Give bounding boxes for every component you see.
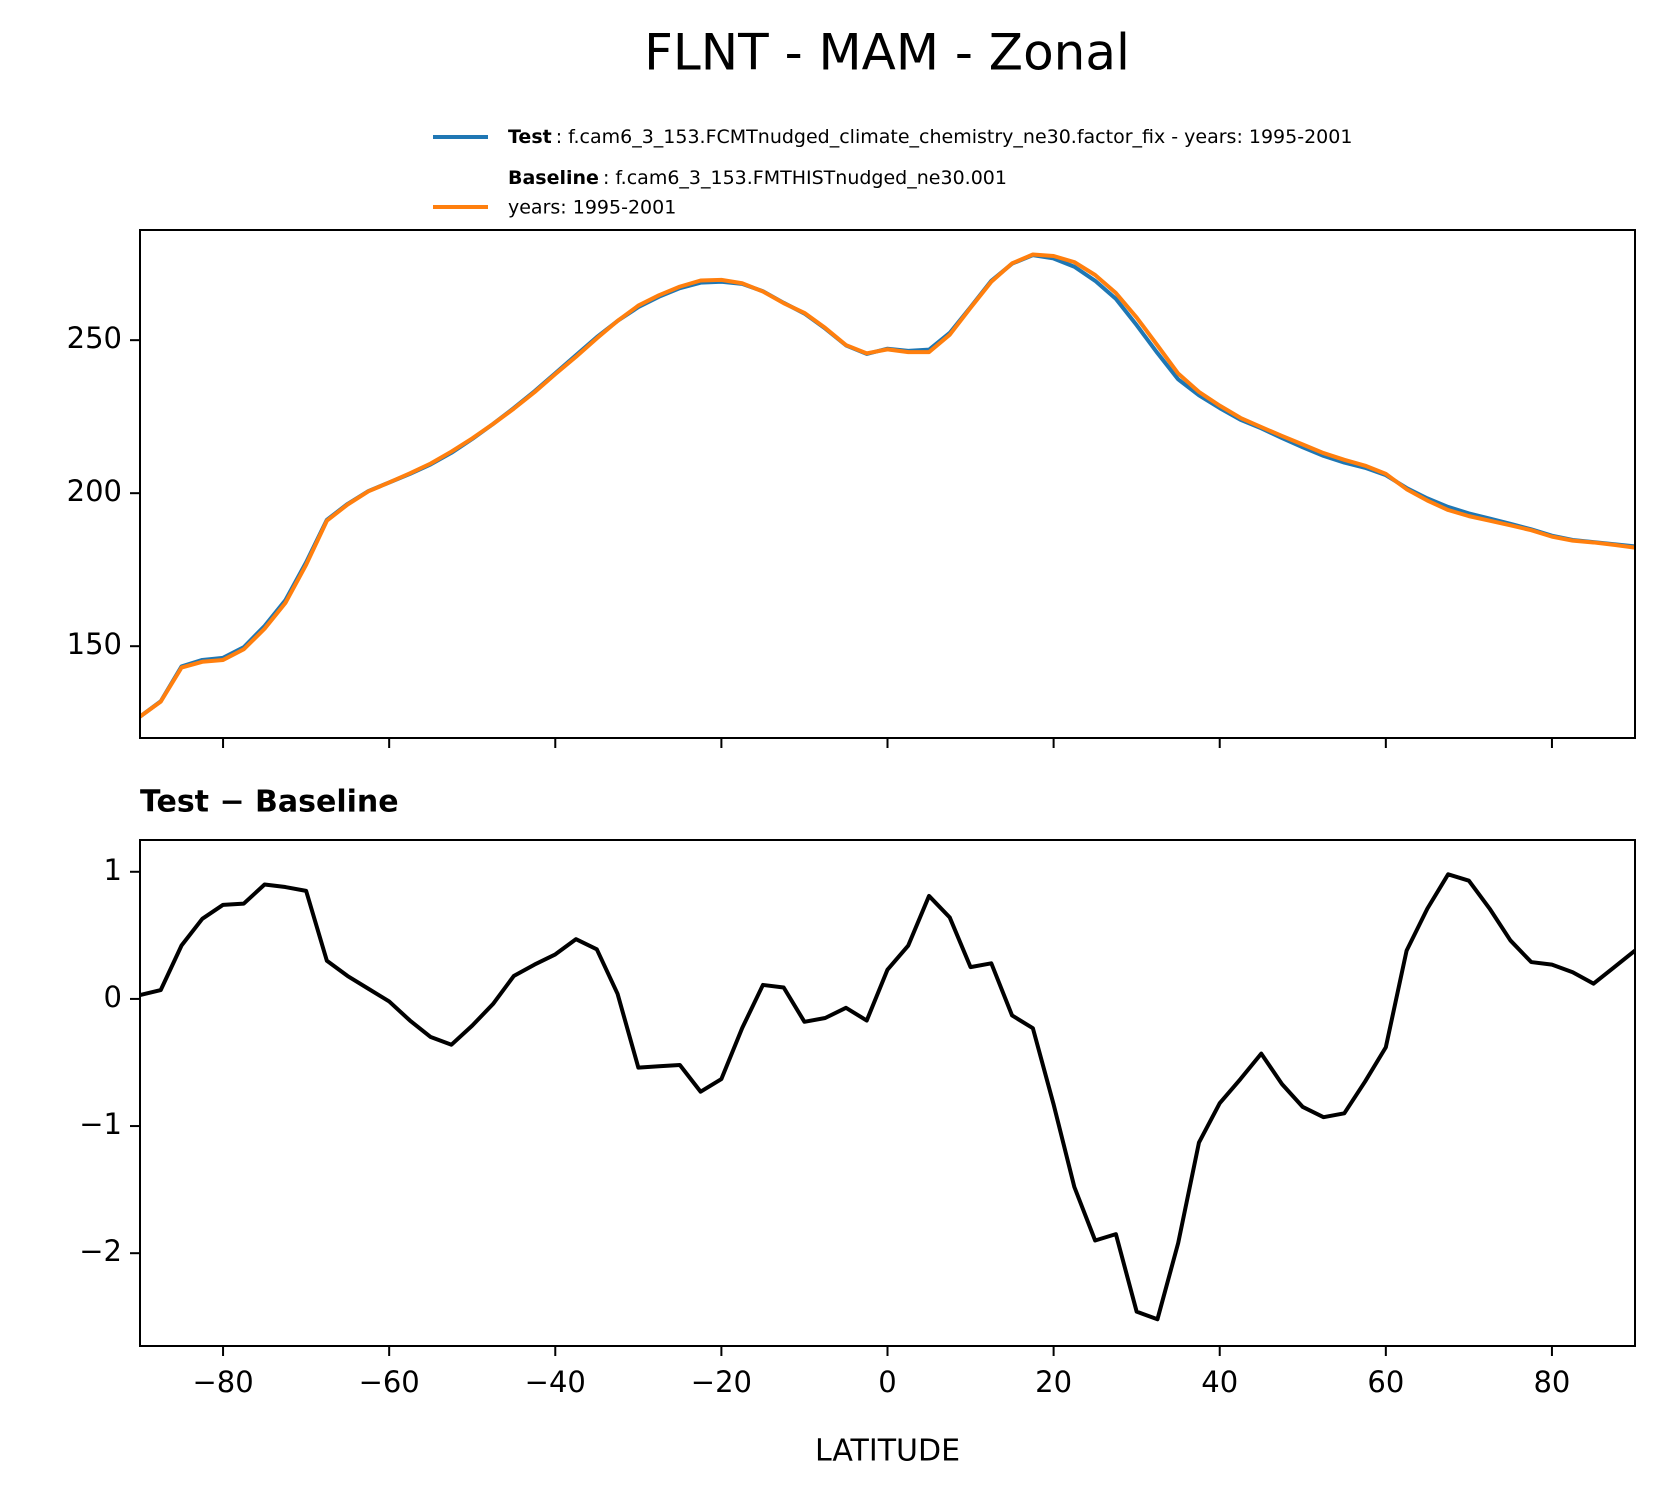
- legend-label: Baseline: f.cam6_3_153.FMTHISTnudged_ne3…: [508, 167, 1007, 189]
- x-tick-label: 0: [878, 1365, 896, 1399]
- y-tick-label: −1: [79, 1107, 122, 1141]
- y-tick-label: 200: [67, 474, 122, 508]
- x-tick-label: 80: [1533, 1365, 1570, 1399]
- legend-description: : f.cam6_3_153.FMTHISTnudged_ne30.001: [603, 167, 1007, 189]
- x-tick-label: 60: [1367, 1365, 1404, 1399]
- x-axis-label: LATITUDE: [815, 1434, 960, 1469]
- axes-frame: [139, 839, 1636, 1347]
- legend-name: Baseline: [508, 167, 599, 189]
- x-tick-label: 20: [1035, 1365, 1072, 1399]
- y-tick-label: −2: [79, 1234, 122, 1268]
- x-tick-label: 40: [1201, 1365, 1238, 1399]
- x-tick-label: −20: [691, 1365, 752, 1399]
- axes: −2 −1 0 1 −80 −60 −40 −20 0 20 40 60 80 Test − Baseli…: [79, 785, 1636, 1469]
- y-tick-label: 250: [67, 321, 122, 355]
- data-line: [140, 872, 1635, 1322]
- figure-title: FLNT - MAM - Zonal: [644, 24, 1130, 82]
- y-tick-label: 1: [104, 853, 122, 887]
- axes: 150 200 250 Test: f.cam6_3_153.FCMTnudged_c…: [67, 126, 1636, 748]
- axes-frame: [139, 229, 1636, 739]
- y-tick-label: 0: [104, 980, 122, 1014]
- legend-description: : f.cam6_3_153.FCMTnudged_climate_chemis…: [556, 126, 1353, 148]
- legend-name: Test: [508, 126, 552, 148]
- y-tick-label: 150: [67, 627, 122, 661]
- data-line: [140, 252, 1635, 719]
- legend-label: Test: f.cam6_3_153.FCMTnudged_climate_ch…: [508, 126, 1352, 148]
- data-line: [140, 253, 1635, 719]
- x-tick-label: −40: [525, 1365, 586, 1399]
- x-tick-label: −80: [192, 1365, 253, 1399]
- legend-description: years: 1995-2001: [508, 197, 676, 219]
- axes-title: Test − Baseline: [140, 785, 399, 820]
- x-tick-label: −60: [359, 1365, 420, 1399]
